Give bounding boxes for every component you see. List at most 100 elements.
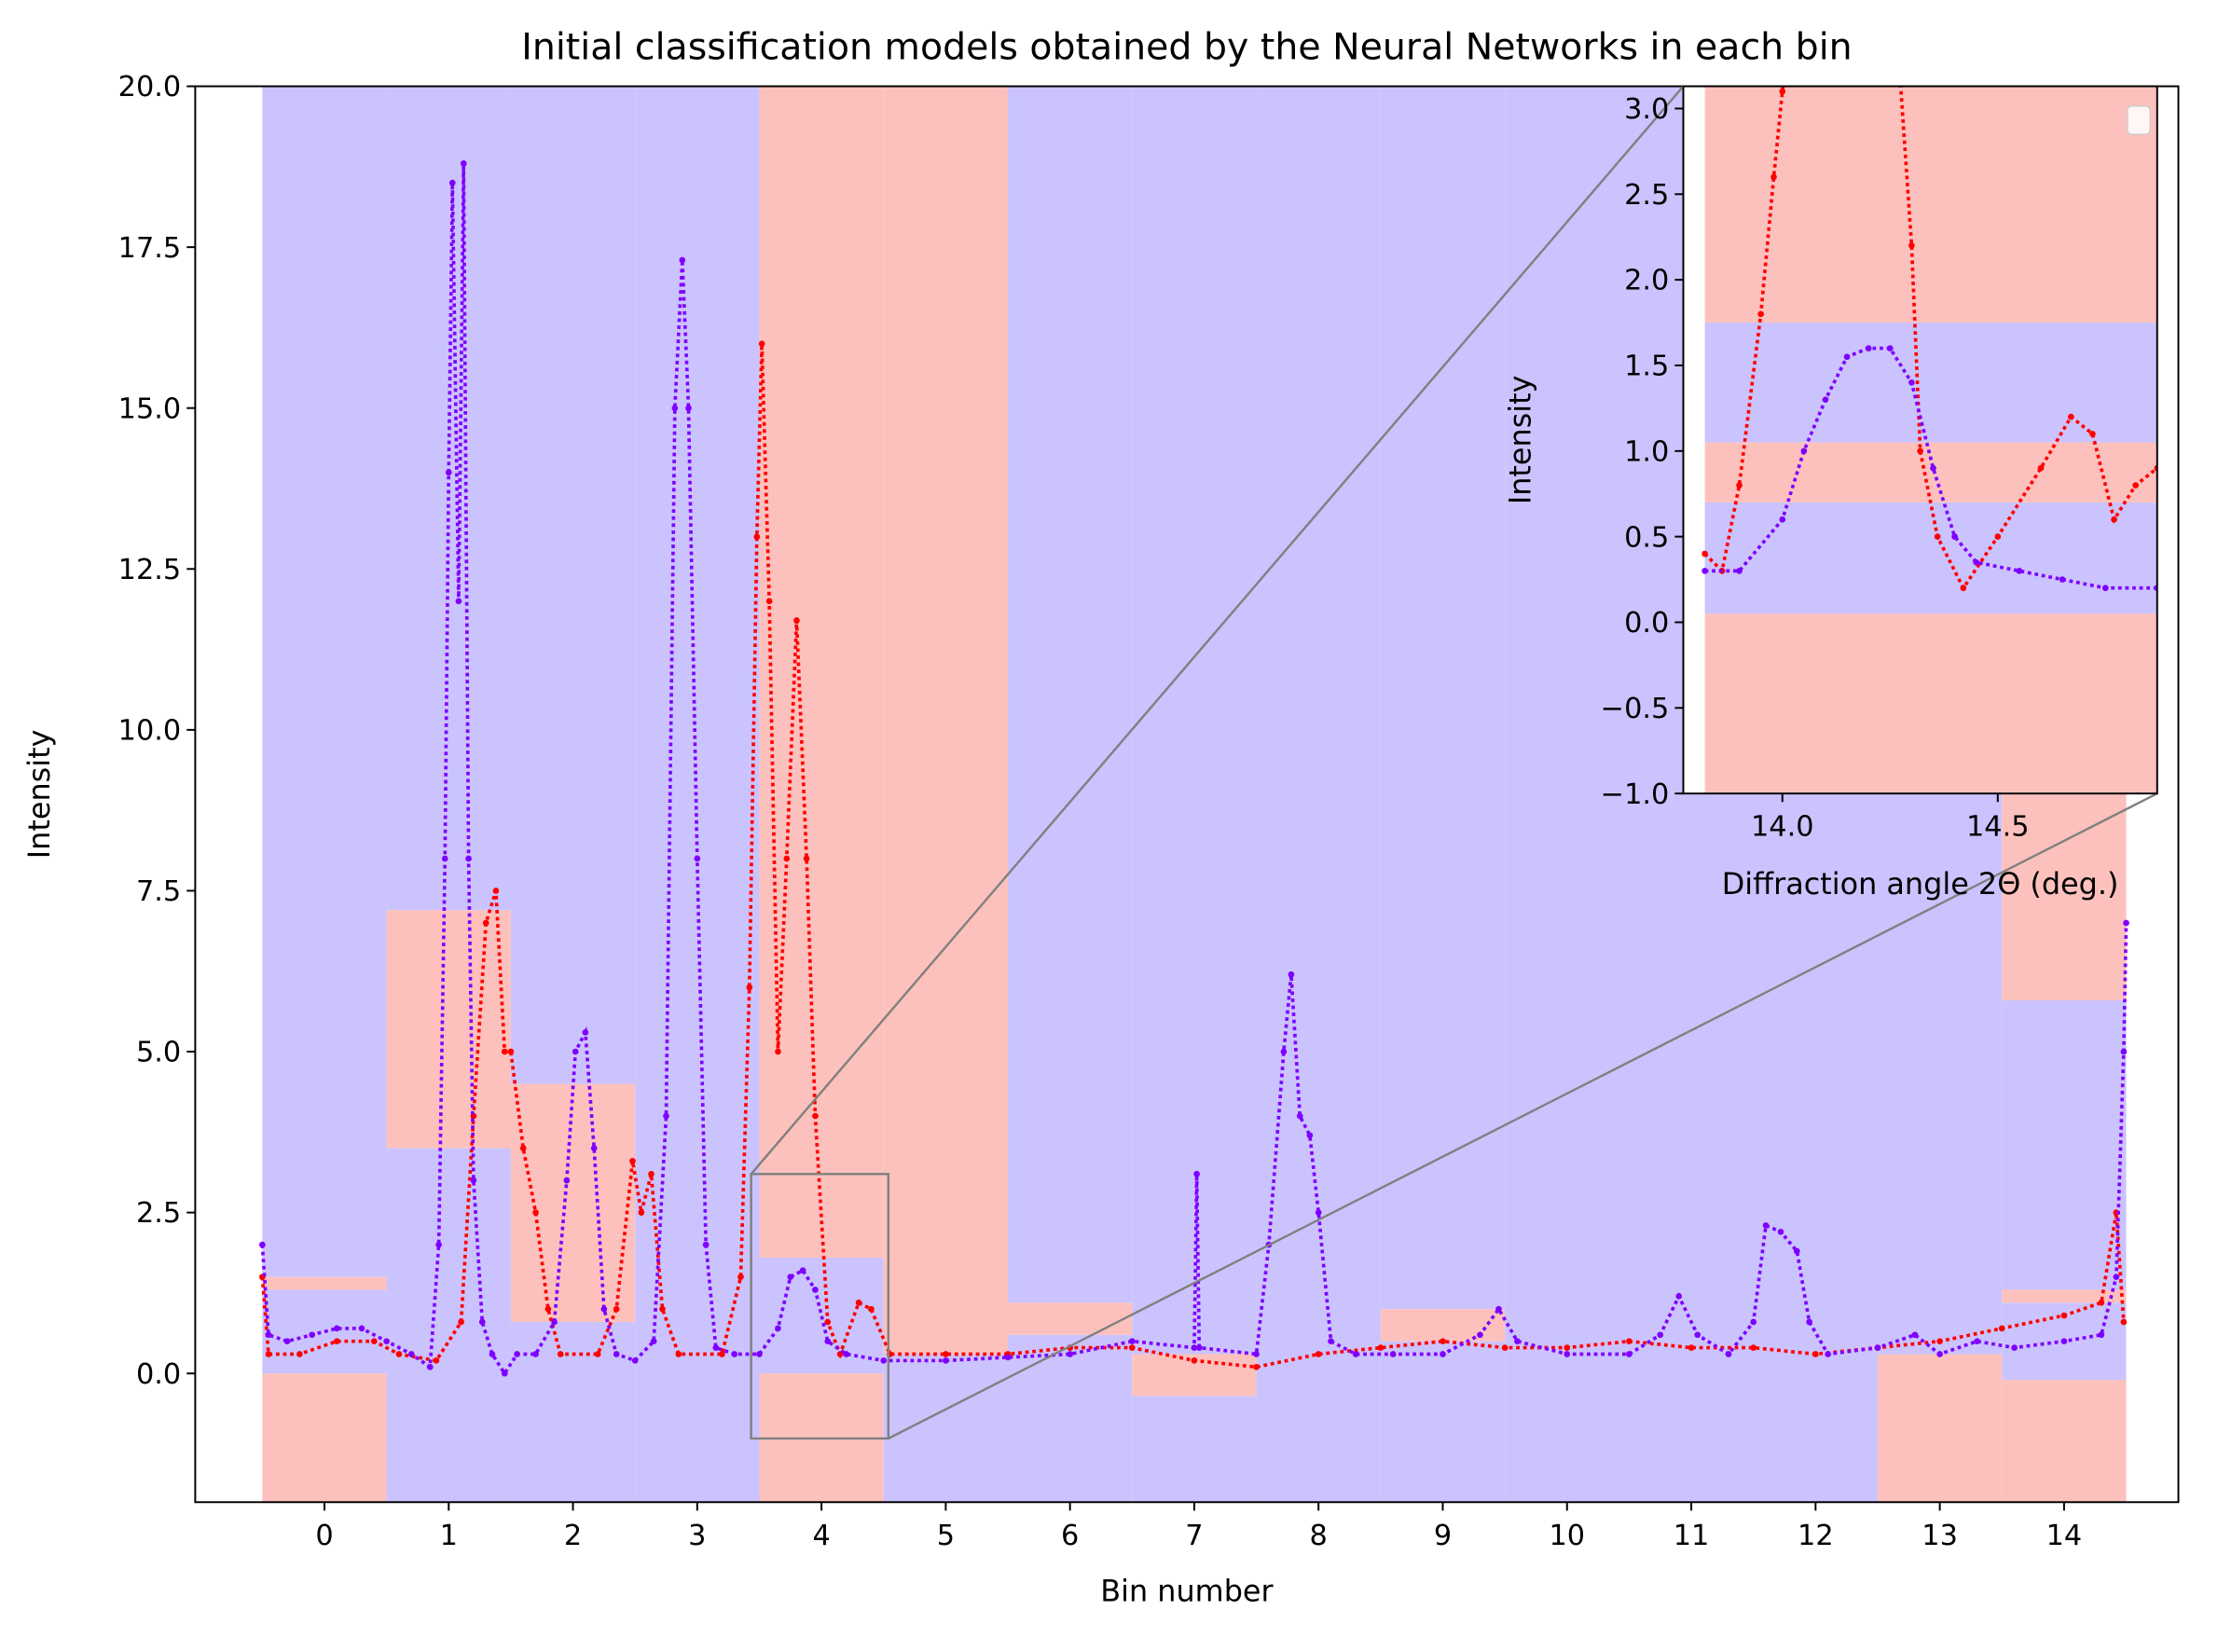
- data-point: [2120, 1318, 2128, 1326]
- data-point: [2060, 1338, 2068, 1345]
- class-region: [1704, 502, 2157, 614]
- data-point: [765, 598, 773, 605]
- data-point: [572, 1048, 579, 1055]
- x-tick-label: 12: [1798, 1520, 1834, 1552]
- data-point: [1328, 1338, 1334, 1345]
- data-point: [629, 1158, 636, 1164]
- data-point: [663, 1112, 669, 1120]
- class-region: [1877, 1354, 2003, 1503]
- data-point: [775, 1048, 781, 1055]
- data-point: [799, 1267, 806, 1274]
- data-point: [594, 1351, 601, 1357]
- x-tick-label: 4: [812, 1520, 830, 1552]
- data-point: [1936, 1338, 1943, 1345]
- data-point: [358, 1325, 365, 1332]
- class-region: [1704, 323, 2157, 443]
- y-tick-label: 5.0: [136, 1037, 181, 1069]
- y-tick-label: 20.0: [118, 71, 182, 103]
- data-point: [2068, 413, 2074, 420]
- class-region: [1380, 1309, 1506, 1342]
- data-point: [758, 340, 765, 348]
- data-point: [1725, 1351, 1732, 1357]
- class-region: [510, 1321, 636, 1503]
- data-point: [1440, 1351, 1446, 1357]
- y-tick-label: 17.5: [118, 232, 182, 265]
- x-axis-label: Bin number: [1100, 1573, 1274, 1608]
- class-region: [1008, 86, 1133, 1303]
- data-point: [613, 1351, 620, 1357]
- data-point: [1736, 482, 1743, 489]
- class-region: [262, 1276, 387, 1290]
- class-region: [883, 86, 1009, 1355]
- data-point: [460, 160, 467, 167]
- data-point: [803, 855, 810, 862]
- data-point: [470, 1177, 477, 1184]
- data-point: [1701, 550, 1708, 558]
- data-point: [563, 1177, 571, 1184]
- data-point: [259, 1241, 266, 1248]
- data-point: [458, 1318, 464, 1326]
- data-point: [433, 1357, 440, 1364]
- data-point: [1315, 1209, 1322, 1216]
- data-point: [756, 1351, 763, 1357]
- data-point: [2037, 464, 2045, 472]
- axes-frame: [194, 85, 2180, 1504]
- data-point: [507, 1048, 515, 1055]
- data-point: [465, 855, 472, 862]
- y-axis-label: Intensity: [1503, 376, 1538, 505]
- data-point: [455, 598, 462, 605]
- chart-title: Initial classification models obtained b…: [521, 26, 1852, 69]
- data-point: [1626, 1338, 1633, 1345]
- data-point: [441, 855, 448, 862]
- data-point: [2098, 1331, 2105, 1339]
- data-point: [1495, 1305, 1502, 1313]
- y-tick-label: 12.5: [118, 554, 182, 586]
- class-region: [262, 1373, 387, 1503]
- data-point: [1306, 1132, 1314, 1139]
- series-trace: [260, 343, 2126, 1370]
- data-point: [675, 1351, 682, 1357]
- data-point: [2060, 1312, 2068, 1319]
- data-point: [2098, 1299, 2105, 1306]
- data-point: [448, 179, 456, 186]
- data-point: [868, 1305, 875, 1313]
- data-point: [2011, 1344, 2018, 1351]
- y-tick-label: −0.5: [1601, 693, 1670, 725]
- data-point: [1564, 1344, 1571, 1351]
- data-point: [1777, 1228, 1784, 1235]
- class-region: [1256, 86, 1381, 1503]
- data-point: [650, 1338, 657, 1345]
- data-point: [1296, 1112, 1303, 1120]
- data-point: [2123, 919, 2129, 927]
- data-point: [1750, 1344, 1757, 1351]
- data-point: [1626, 1351, 1633, 1357]
- data-point: [855, 1299, 862, 1306]
- series-trace: [1704, 346, 2157, 590]
- data-point: [1377, 1344, 1385, 1351]
- data-point: [2111, 516, 2117, 523]
- data-point: [1352, 1351, 1359, 1357]
- data-point: [719, 1351, 725, 1357]
- y-tick-label: 2.0: [1624, 265, 1669, 297]
- data-point: [659, 1305, 666, 1313]
- data-point: [1195, 1344, 1203, 1351]
- x-tick-label: 0: [315, 1520, 333, 1552]
- x-tick-label: 7: [1185, 1520, 1203, 1552]
- data-point: [1128, 1344, 1136, 1351]
- data-point: [812, 1287, 819, 1293]
- class-region: [1132, 1396, 1257, 1503]
- data-point: [489, 1351, 496, 1357]
- data-point: [1794, 1247, 1800, 1255]
- data-point: [2089, 431, 2096, 437]
- class-region: [2002, 1289, 2127, 1303]
- data-point: [333, 1325, 340, 1332]
- y-tick-label: 2.5: [136, 1197, 181, 1230]
- data-point: [1288, 971, 1295, 978]
- data-point: [1930, 464, 1936, 472]
- class-region: [386, 1148, 511, 1503]
- data-point: [501, 1370, 508, 1377]
- y-tick-label: 7.5: [136, 875, 181, 908]
- data-point: [532, 1209, 539, 1216]
- data-point: [1908, 242, 1915, 249]
- data-point: [1936, 1351, 1943, 1357]
